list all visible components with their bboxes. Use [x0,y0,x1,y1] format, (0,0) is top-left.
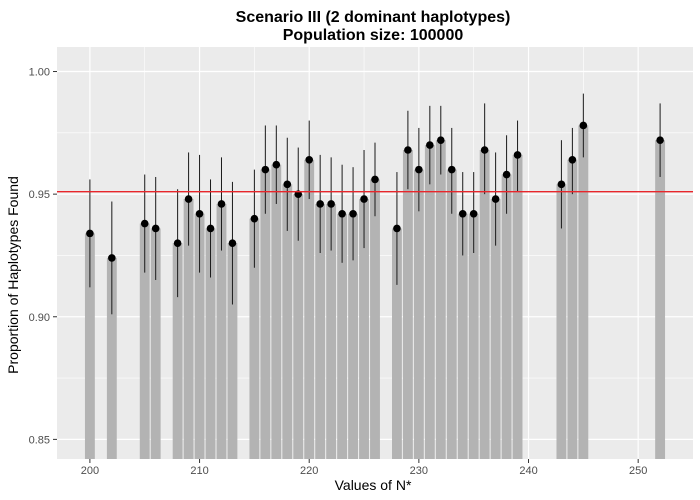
bar [348,213,359,459]
data-point [371,175,379,184]
bar [172,243,183,459]
bar [183,199,194,460]
x-tick-label: 230 [410,465,428,477]
data-point [338,209,346,218]
bar [227,243,238,459]
bar [413,169,424,459]
y-tick-label: 0.95 [29,189,50,201]
bar [139,223,150,459]
x-tick-label: 220 [300,465,318,477]
bar [293,194,304,459]
bar [501,174,512,459]
bar [205,228,216,459]
y-tick-label: 1.00 [29,67,50,79]
bar [424,145,435,459]
data-point [108,254,116,262]
data-point [140,219,149,228]
bar [512,154,523,459]
data-point [447,165,456,174]
bar [446,169,457,459]
chart-title: Scenario III (2 dominant haplotypes) [236,9,511,26]
data-point [393,224,401,233]
bar [435,140,446,459]
y-tick-label: 0.90 [29,312,50,324]
bar [578,125,589,459]
bar [106,257,117,459]
bar [260,169,271,459]
data-point [184,195,193,203]
bar [216,203,227,459]
bar [402,150,413,459]
bar [282,184,293,460]
data-point [513,151,522,159]
data-point [228,239,237,247]
data-point [436,136,445,144]
bar [468,213,479,459]
y-tick-label: 0.85 [29,434,50,446]
bar [194,213,205,459]
data-point [349,209,357,218]
bar [359,199,369,460]
y-axis-ticks: 0.85 0.90 0.95 1.00 [29,67,57,446]
data-point [305,156,314,164]
x-axis-ticks: 200 210 220 230 240 250 [81,459,647,477]
data-point [86,229,94,238]
bar [304,159,315,460]
bar [315,203,326,459]
data-point [316,200,324,208]
bar [84,233,95,459]
bar [337,213,348,459]
bar [391,228,402,459]
data-point [250,214,259,223]
bar [370,179,380,459]
data-point [217,200,226,208]
x-tick-label: 200 [81,465,99,477]
bar [150,228,161,459]
data-point [426,141,434,149]
data-point [283,180,292,189]
points [86,121,664,262]
data-point [360,195,368,203]
data-point [261,165,270,174]
data-point [502,170,511,179]
data-point [151,224,160,233]
bar [556,184,567,460]
data-point [480,146,489,154]
data-point [404,146,412,154]
data-point [579,121,588,130]
data-point [173,239,182,247]
data-point [415,165,423,174]
bar [567,159,578,460]
bar [326,203,337,459]
chart-subtitle: Population size: 100000 [283,27,464,44]
bar [490,199,501,460]
x-tick-label: 210 [190,465,208,477]
data-point [458,209,467,218]
data-point [491,195,500,203]
bar [271,164,282,459]
bar [655,140,666,459]
bar [479,150,490,459]
bar [457,213,468,459]
data-point [327,200,335,208]
bar [249,218,260,459]
data-point [272,160,281,169]
data-point [656,136,664,144]
x-tick-label: 240 [519,465,537,477]
y-axis-title: Proportion of Haplotypes Found [5,176,21,374]
data-point [206,224,215,233]
x-axis-title: Values of N* [335,477,412,493]
x-tick-label: 250 [629,465,647,477]
data-point [195,209,204,218]
bars [84,125,666,460]
data-point [568,156,577,164]
data-point [557,180,566,189]
data-point [469,209,478,218]
